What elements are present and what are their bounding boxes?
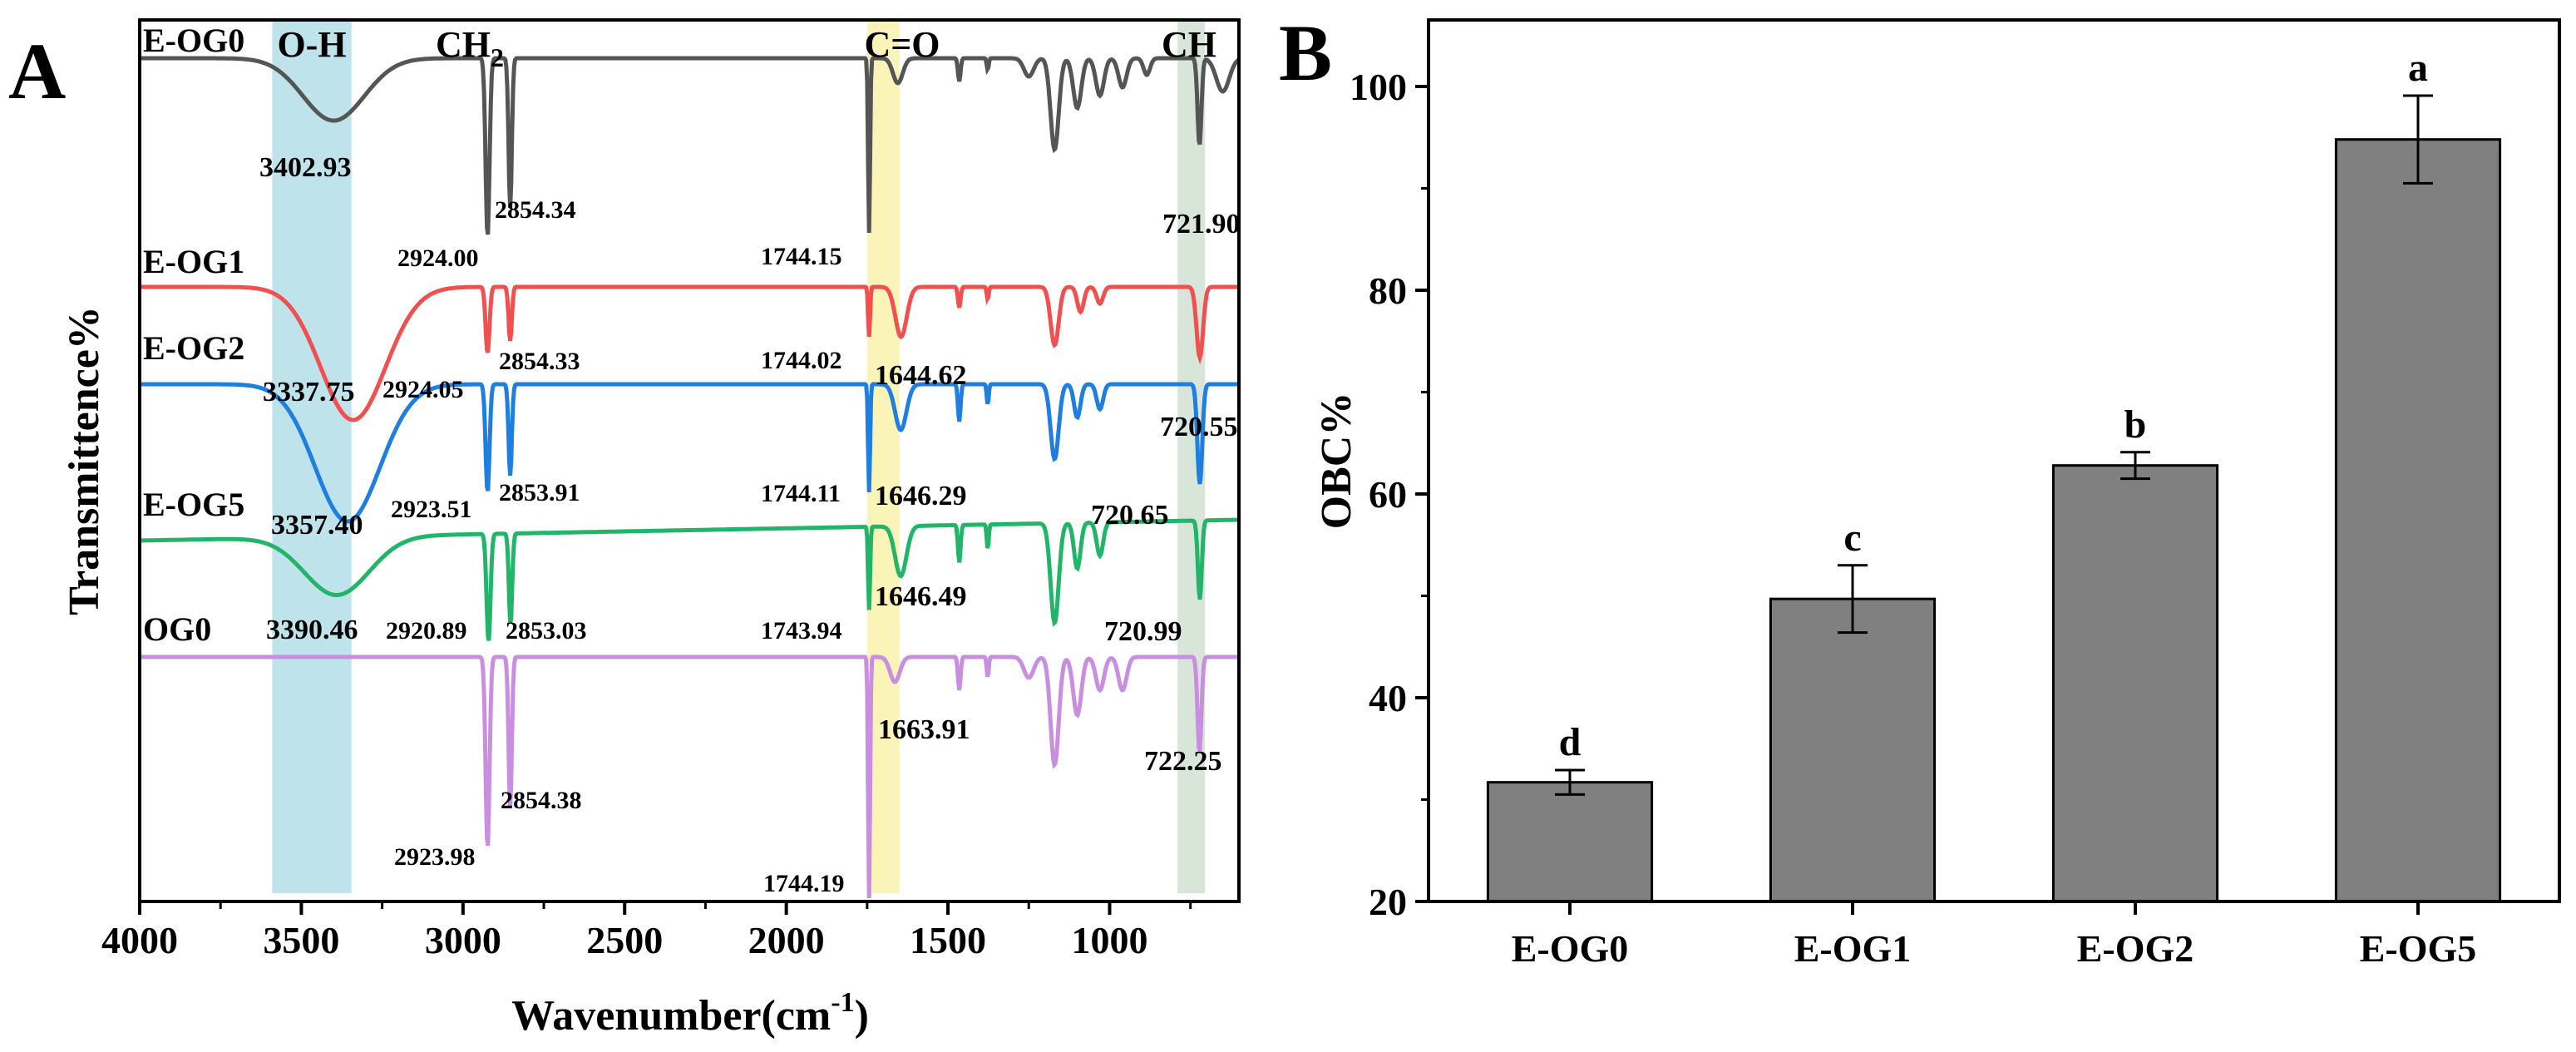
- peak-label: 720.55: [1160, 412, 1238, 442]
- peak-label: 1663.91: [878, 714, 970, 745]
- bar-e-og1: [1769, 597, 1937, 903]
- x-category-label: E-OG1: [1794, 927, 1912, 970]
- peak-label: 2853.91: [499, 479, 580, 506]
- peak-label: 1646.29: [875, 481, 967, 511]
- x-tick-label: 1000: [1071, 919, 1147, 961]
- bar-e-og2: [2051, 464, 2219, 903]
- ftir-y-axis-title: Transmittence%: [61, 306, 108, 615]
- band-label-ch: CH: [1162, 24, 1216, 65]
- ftir-x-axis-title: Wavenumber(cm-1): [511, 987, 869, 1040]
- peak-label: 1644.62: [875, 360, 967, 391]
- peak-label: 1744.11: [761, 480, 841, 507]
- significance-letter: b: [2124, 403, 2147, 447]
- peak-label: 2854.34: [495, 196, 576, 224]
- peak-label: 3390.46: [266, 615, 358, 645]
- peak-label: 1744.15: [761, 243, 842, 270]
- peak-label: 2923.51: [391, 496, 472, 523]
- peak-label: 2854.33: [499, 348, 580, 375]
- bar-y-axis-title: OBC%: [1313, 393, 1360, 530]
- peak-label: 1744.02: [761, 347, 842, 374]
- peak-label: 3402.93: [259, 152, 352, 183]
- ftir-x-axis-title-sup: -1: [831, 987, 854, 1018]
- x-tick-label: 4000: [101, 919, 178, 961]
- band-label-ch2: CH2: [436, 24, 504, 72]
- band-label-ch2-main: CH: [436, 24, 491, 65]
- peak-label: 1744.19: [763, 870, 845, 897]
- x-tick-label: 2000: [748, 919, 825, 961]
- series-label-eog2: E-OG2: [143, 329, 244, 367]
- band-label-co: C=O: [864, 24, 940, 65]
- band-label-oh: O-H: [277, 24, 346, 65]
- peak-label: 1646.49: [875, 581, 967, 612]
- panel-b-letter: B: [1279, 8, 1332, 97]
- bar-e-og0: [1486, 781, 1654, 903]
- peak-label: 2854.38: [501, 787, 582, 814]
- series-label-eog5: E-OG5: [143, 486, 244, 523]
- spectrum-line-e-og2: [140, 382, 1239, 524]
- peak-label: 721.90: [1162, 209, 1241, 240]
- x-category-label: E-OG2: [2077, 927, 2194, 970]
- peak-label: 720.99: [1104, 616, 1182, 647]
- x-tick-label: 3500: [263, 919, 339, 961]
- y-tick-label: 100: [1350, 66, 1407, 108]
- peak-label: 3337.75: [263, 377, 355, 407]
- x-tick-label: 3000: [425, 919, 501, 961]
- y-tick-label: 60: [1369, 473, 1407, 516]
- peak-label: 2923.98: [394, 843, 476, 871]
- x-tick-label: 1500: [910, 919, 986, 961]
- x-tick-label: 2500: [586, 919, 663, 961]
- x-category-label: E-OG5: [2360, 927, 2477, 970]
- peak-label: 1743.94: [761, 617, 842, 645]
- bar-plot-frame: [1427, 18, 2561, 903]
- panel-a-letter: A: [8, 27, 66, 116]
- ftir-x-axis-title-end: ): [855, 992, 869, 1040]
- peak-label: 2853.03: [506, 617, 587, 645]
- series-label-eog1: E-OG1: [143, 243, 244, 280]
- x-category-label: E-OG0: [1512, 927, 1629, 970]
- ftir-chart: 4000 3500 3000 2500 2000 1500 1000 O-H CH2 C=O…: [61, 18, 1241, 1040]
- ftir-plot-frame: [138, 18, 1241, 903]
- spectrum-line-e-og5: [140, 517, 1239, 641]
- spectrum-line-e-og0: [140, 56, 1240, 235]
- significance-letter: d: [1559, 720, 1582, 764]
- band-label-ch2-sub: 2: [491, 42, 504, 72]
- peak-label: 2920.89: [386, 617, 467, 645]
- obc-bar-chart: d E-OG0 c E-OG1 b E-OG2 a E-OG5 20 40 60 80 100 OBC…: [1313, 18, 2561, 970]
- peak-label: 3357.40: [271, 510, 363, 541]
- peak-label: 2924.05: [382, 376, 464, 403]
- peak-label: 720.65: [1091, 500, 1169, 531]
- peak-label: 722.25: [1144, 746, 1222, 777]
- series-label-og0: OG0: [143, 610, 211, 648]
- significance-letter: a: [2408, 46, 2428, 90]
- y-tick-label: 40: [1369, 677, 1407, 719]
- peak-label: 2924.00: [397, 244, 479, 272]
- bar-e-og5: [2334, 138, 2502, 903]
- y-tick-label: 20: [1369, 881, 1407, 923]
- spectrum-line-e-og1: [140, 284, 1239, 422]
- series-label-eog0: E-OG0: [143, 22, 244, 59]
- significance-letter: c: [1843, 516, 1861, 560]
- ftir-x-axis-title-main: Wavenumber(cm: [511, 992, 831, 1040]
- y-tick-label: 80: [1369, 269, 1407, 312]
- spectrum-line-og0: [140, 654, 1239, 899]
